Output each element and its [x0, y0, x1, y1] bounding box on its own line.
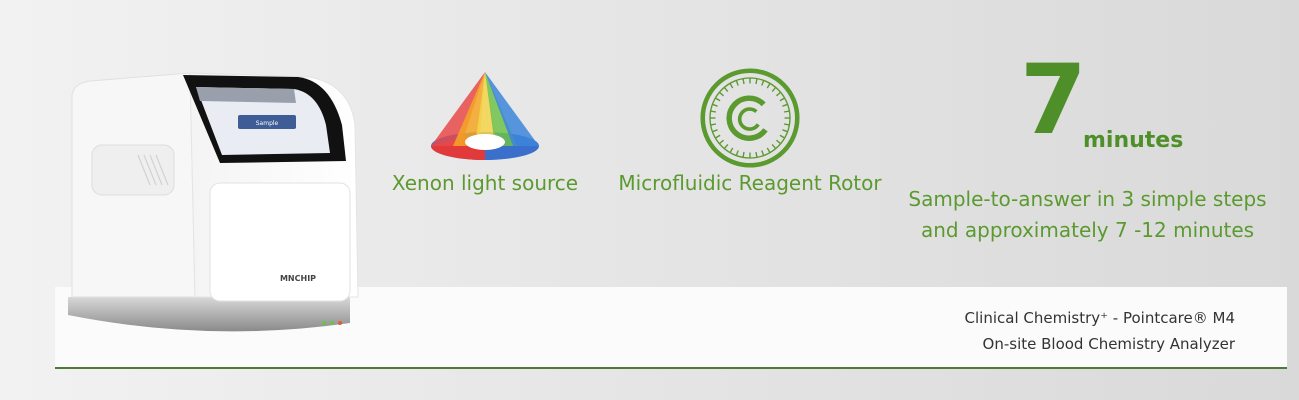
feature-xenon-label: Xenon light source [391, 171, 579, 195]
rotor-tick [735, 80, 739, 86]
rotor-tick [779, 97, 785, 102]
reagent-rotor-icon [700, 68, 800, 168]
turnaround-description: Sample-to-answer in 3 simple steps and a… [895, 184, 1280, 246]
device-brand-logo: MNCHIP [280, 274, 316, 283]
rotor-tick [782, 129, 788, 133]
rotor-tick [715, 134, 721, 139]
rotor-tick [729, 83, 734, 89]
rotor-tick [771, 86, 777, 92]
feature-xenon-light: Xenon light source [385, 68, 585, 199]
feature-reagent-rotor: Microfluidic Reagent Rotor [610, 68, 890, 199]
rotor-tick [783, 123, 790, 126]
rotor-tick [710, 123, 717, 126]
product-tagline: On-site Blood Chemistry Analyzer [982, 335, 1235, 353]
product-description: Clinical Chemistry⁺ - Pointcare® M4 On-s… [965, 305, 1235, 357]
turnaround-number: 7 [1020, 44, 1087, 156]
rotor-tick [712, 103, 718, 107]
rotor-tick [710, 110, 717, 113]
rotor-tick [735, 150, 739, 156]
feature-rotor-label: Microfluidic Reagent Rotor [618, 171, 882, 195]
rotor-tick [742, 78, 745, 85]
rotor-tick [755, 78, 758, 85]
rotor-tick [766, 147, 771, 153]
turnaround-line-1: Sample-to-answer in 3 simple steps [908, 187, 1267, 211]
rotor-tick [776, 139, 782, 145]
rotor-tick [729, 147, 734, 153]
turnaround-line-2: and approximately 7 -12 minutes [920, 218, 1255, 242]
rotor-tick [723, 86, 729, 92]
rotor-tick [776, 91, 782, 97]
turnaround-unit: minutes [1083, 128, 1184, 153]
screen-sample-button: Sample [256, 120, 279, 127]
product-name: Clinical Chemistry⁺ - Pointcare® M4 [964, 309, 1235, 327]
rotor-tick [715, 97, 721, 102]
rotor-tick [771, 144, 777, 150]
rotor-tick [766, 83, 771, 89]
rotor-tick [761, 80, 765, 86]
rotor-tick [742, 151, 745, 158]
rotor-tick [723, 144, 729, 150]
rotor-tick [761, 150, 765, 156]
analyzer-device-image: Sample MNCHIP [68, 72, 359, 332]
rotor-tick [783, 110, 790, 113]
rotor-tick [718, 139, 724, 145]
rotor-tick [755, 151, 758, 158]
xenon-light-cone-icon [431, 72, 539, 160]
rotor-tick [779, 134, 785, 139]
rotor-tick [718, 91, 724, 97]
rotor-tick [782, 103, 788, 107]
rotor-tick [712, 129, 718, 133]
